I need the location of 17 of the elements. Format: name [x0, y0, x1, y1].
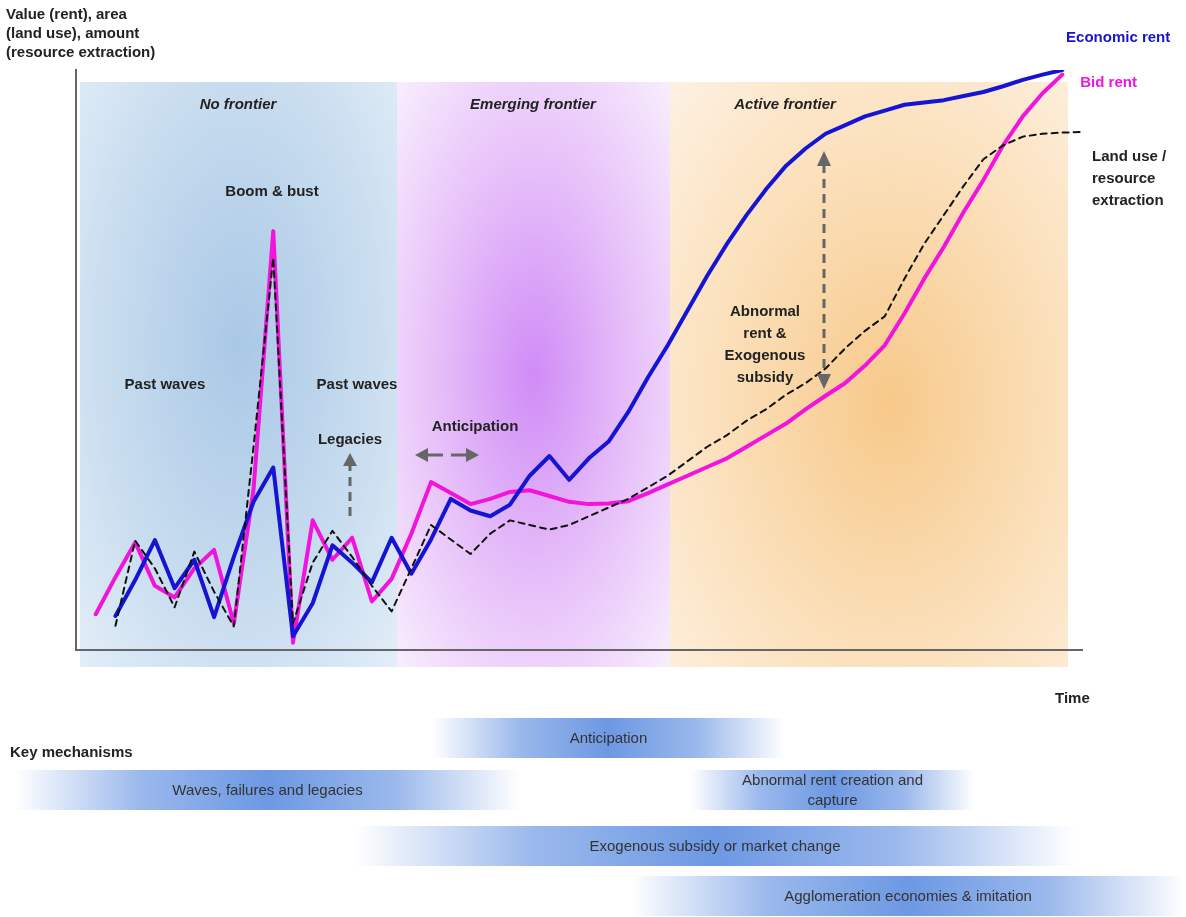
annotation: Past waves — [124, 375, 206, 393]
series-label: Economic rent — [1066, 28, 1171, 46]
annotation: Active frontier — [733, 95, 837, 113]
annotation: Emerging frontier — [470, 95, 598, 113]
series-label: Land use / resource extraction — [1092, 147, 1168, 209]
annotation: Legacies — [317, 430, 383, 448]
series-label: Bid rent — [1080, 72, 1137, 90]
annotation: Past waves — [316, 375, 398, 393]
annotation: Boom & bust — [225, 182, 319, 200]
annotation: Anticipation — [431, 417, 519, 435]
x-axis-title: Time — [1055, 688, 1090, 707]
shaded-strip: Abnormal rent creation and capture — [690, 770, 975, 810]
annotation: Abnormal rent & Exogenous subsidy — [724, 302, 806, 386]
y-axis-title: Value (rent), area (land use), amount (resource extraction) — [6, 4, 157, 61]
annotation: No frontier — [199, 95, 278, 113]
shaded-strip: Anticipation — [432, 718, 785, 758]
text: Key mechanisms — [10, 742, 133, 761]
